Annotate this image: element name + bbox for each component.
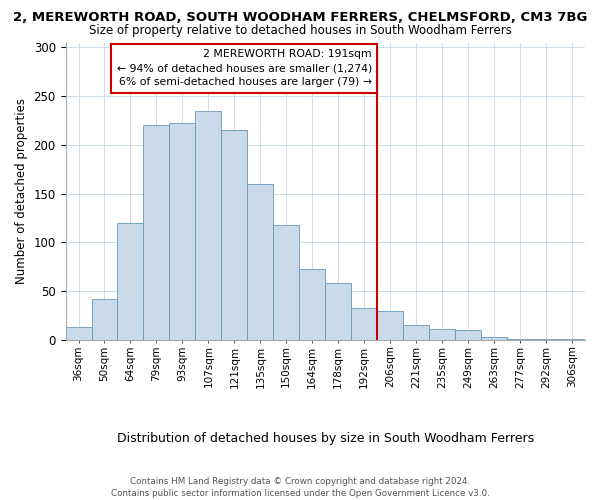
Bar [274, 225, 299, 340]
Bar [481, 337, 507, 340]
Bar [325, 284, 351, 340]
Bar [533, 339, 559, 340]
Bar [507, 339, 533, 340]
Bar [299, 268, 325, 340]
Bar [169, 124, 196, 340]
X-axis label: Distribution of detached houses by size in South Woodham Ferrers: Distribution of detached houses by size … [117, 432, 534, 445]
Bar [403, 325, 429, 340]
Bar [377, 310, 403, 340]
Y-axis label: Number of detached properties: Number of detached properties [15, 98, 28, 284]
Bar [221, 130, 247, 340]
Text: 2 MEREWORTH ROAD: 191sqm
← 94% of detached houses are smaller (1,274)
6% of semi: 2 MEREWORTH ROAD: 191sqm ← 94% of detach… [117, 50, 372, 88]
Bar [196, 111, 221, 340]
Bar [247, 184, 274, 340]
Bar [351, 308, 377, 340]
Text: Size of property relative to detached houses in South Woodham Ferrers: Size of property relative to detached ho… [89, 24, 511, 37]
Bar [65, 327, 92, 340]
Bar [143, 126, 169, 340]
Text: 2, MEREWORTH ROAD, SOUTH WOODHAM FERRERS, CHELMSFORD, CM3 7BG: 2, MEREWORTH ROAD, SOUTH WOODHAM FERRERS… [13, 11, 587, 24]
Bar [455, 330, 481, 340]
Text: Contains HM Land Registry data © Crown copyright and database right 2024.
Contai: Contains HM Land Registry data © Crown c… [110, 476, 490, 498]
Bar [429, 329, 455, 340]
Bar [92, 299, 118, 340]
Bar [118, 223, 143, 340]
Bar [559, 339, 585, 340]
